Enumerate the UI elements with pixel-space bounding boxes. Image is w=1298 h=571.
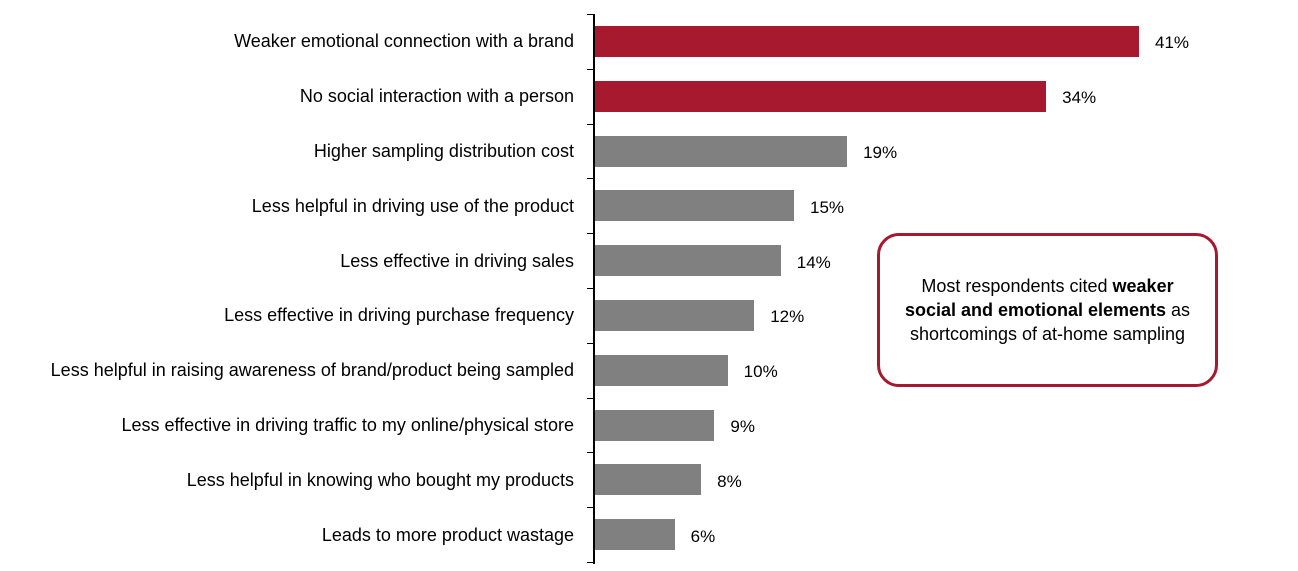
tick-mark: [587, 452, 594, 454]
value-label: 12%: [770, 307, 805, 327]
annotation: Most respondents cited weaker social and…: [898, 274, 1197, 346]
category-label: Leads to more product wastage: [321, 524, 574, 545]
category-label: Less effective in driving purchase frequ…: [224, 305, 574, 326]
value-label: 8%: [717, 471, 742, 491]
category-label: No social interaction with a person: [299, 86, 574, 107]
bar: [595, 135, 848, 167]
tick-mark: [587, 68, 594, 70]
tick-mark: [587, 288, 594, 289]
bar: [595, 299, 755, 331]
category-label: Less helpful in raising awareness of bra…: [50, 360, 574, 381]
category-label: Less helpful in knowing who bought my pr…: [186, 469, 574, 490]
value-label: 6%: [690, 526, 716, 546]
bar: [595, 464, 702, 496]
category-label: Less effective in driving traffic to my …: [121, 415, 574, 435]
value-label: 10%: [743, 362, 778, 382]
annotation-text: Most respondents cited: [921, 276, 1108, 296]
bar: [595, 409, 715, 441]
value-label: 15%: [810, 197, 845, 217]
value-label: 41%: [1155, 33, 1190, 53]
tick-mark: [587, 342, 594, 344]
tick-mark: [587, 562, 594, 563]
category-label: Less effective in driving sales: [340, 250, 574, 271]
annotation-bold: weaker social and emotional elements: [904, 276, 1174, 320]
value-label: 14%: [796, 252, 831, 272]
annotation-box: Most respondents cited weaker social and…: [877, 233, 1218, 387]
tick-mark: [587, 123, 594, 125]
category-label: Higher sampling distribution cost: [313, 141, 574, 161]
category-label: Weaker emotional connection with a brand: [234, 31, 574, 52]
annotation-text: as shortcomings of at-home sampling: [909, 300, 1191, 344]
category-label: Less helpful in driving use of the produ…: [251, 195, 574, 216]
bar: [595, 190, 795, 222]
bar: [595, 80, 1047, 112]
value-label: 9%: [730, 417, 755, 436]
tick-mark: [587, 397, 594, 399]
tick-mark: [587, 507, 594, 509]
bar: [595, 25, 1139, 57]
tick-mark: [587, 233, 594, 235]
tick-mark: [587, 178, 594, 180]
axis-line: [593, 14, 595, 564]
value-label: 19%: [863, 143, 898, 162]
bar: [595, 354, 728, 386]
bar: [595, 519, 675, 551]
bar: [595, 245, 781, 277]
tick-mark: [587, 14, 594, 15]
value-label: 34%: [1062, 88, 1097, 108]
